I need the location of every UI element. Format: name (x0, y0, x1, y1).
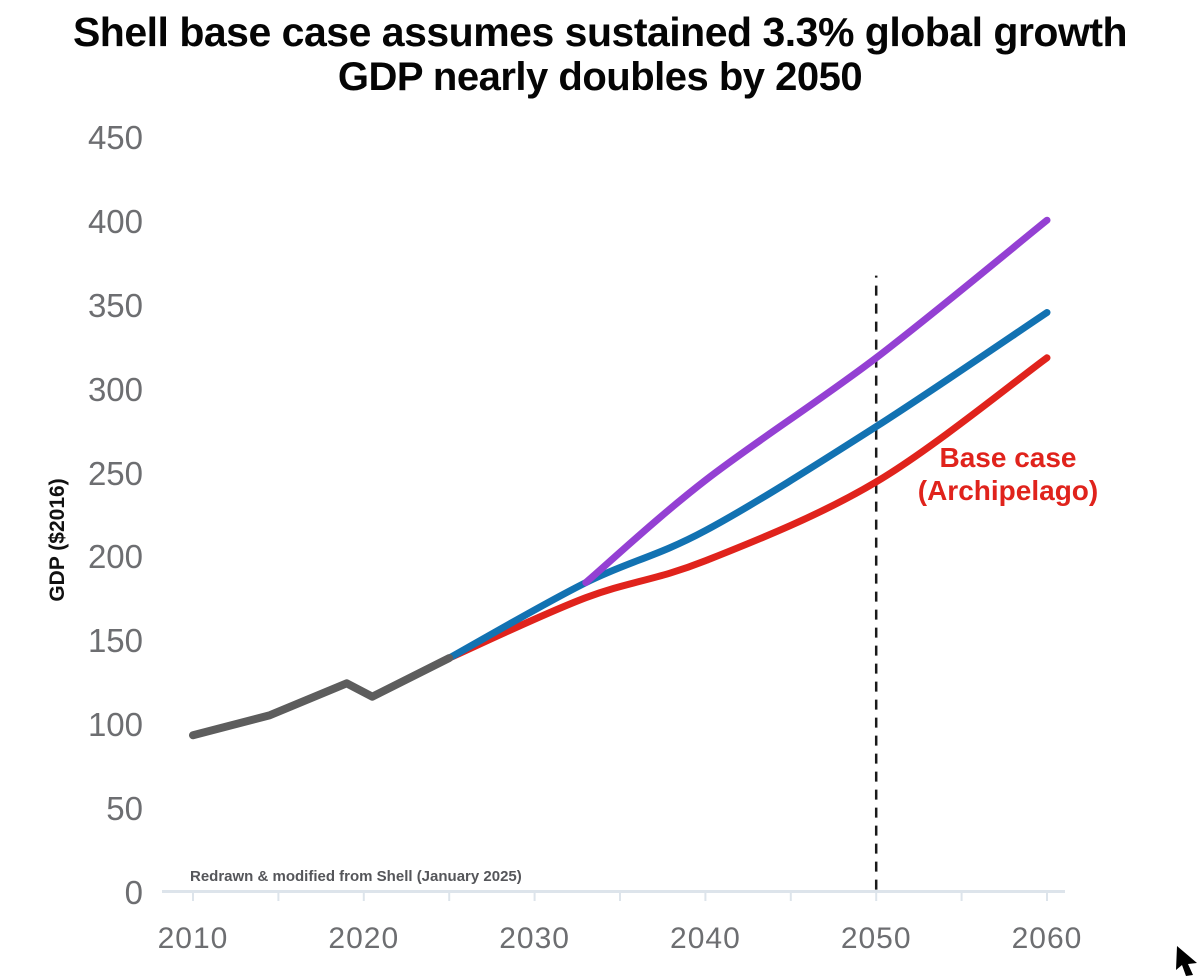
x-tick-label: 2010 (157, 922, 229, 955)
y-tick-label: 400 (87, 202, 143, 240)
series-base-case-archipelago-line (445, 354, 1051, 662)
source-caption: Redrawn & modified from Shell (January 2… (190, 868, 522, 885)
series-scenario-high-line (582, 216, 1051, 587)
x-tick-label: 2050 (840, 922, 912, 955)
y-tick-label: 150 (87, 622, 143, 660)
chart-title-line-2: GDP nearly doubles by 2050 (337, 55, 863, 99)
y-tick-label: 350 (87, 286, 143, 324)
x-tick-label: 2060 (1011, 922, 1083, 955)
chart-title: Shell base case assumes sustained 3.3% g… (0, 10, 1200, 100)
chart-title-line-1: Shell base case assumes sustained 3.3% g… (72, 9, 1128, 55)
y-tick-label: 50 (106, 790, 143, 828)
y-tick-label: 300 (87, 370, 143, 408)
series-scenario-mid-line (445, 309, 1051, 662)
x-tick-label: 2040 (670, 922, 741, 955)
y-tick-label: 100 (87, 706, 143, 744)
y-tick-label: 200 (87, 538, 143, 576)
annotation-base-case-line-2: (Archipelago) (917, 475, 1099, 506)
y-tick-label: 450 (87, 119, 143, 156)
annotation-base-case: Base case (Archipelago) (888, 441, 1128, 507)
y-tick-label: 250 (87, 454, 143, 492)
x-tick-label: 2020 (328, 922, 400, 955)
x-tick-label: 2030 (499, 922, 570, 955)
y-tick-label: 0 (124, 874, 143, 911)
series-historical-line (189, 654, 454, 740)
annotation-base-case-line-1: Base case (939, 442, 1077, 473)
